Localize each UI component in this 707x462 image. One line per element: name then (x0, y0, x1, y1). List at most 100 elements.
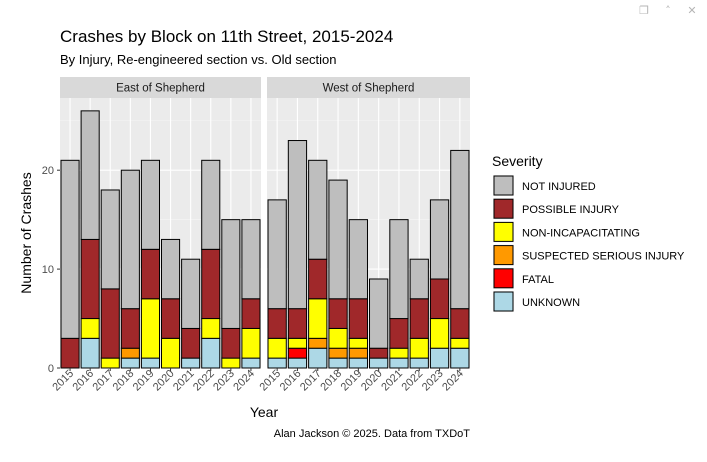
bar-segment-unknown (140, 357, 160, 369)
facet-panel-2: West of Shepherd 201520162017201820192020… (257, 77, 470, 393)
bar-segment-possible-injury (409, 298, 429, 339)
legend-label: FATAL (522, 274, 554, 286)
bar-segment-not-injured (389, 219, 409, 320)
facet-strip-label: East of Shepherd (116, 83, 205, 95)
bar-2024 (450, 149, 470, 369)
x-tick-label: 2020 (151, 368, 177, 394)
bar-2022 (201, 159, 221, 369)
bar-segment-unknown (201, 337, 221, 369)
bar-2015 (60, 159, 80, 369)
x-tick-label: 2019 (339, 368, 365, 394)
bar-segment-unknown (241, 357, 261, 369)
bar-segment-unknown (267, 357, 287, 369)
bar-segment-non-incapacitating (80, 318, 100, 339)
bar-segment-unknown (120, 357, 140, 369)
bar-2022 (409, 258, 429, 369)
x-tick-label: 2017 (298, 368, 324, 394)
bar-segment-non-incapacitating (287, 337, 308, 349)
bar-segment-unknown (348, 357, 368, 369)
x-tick-label: 2023 (211, 368, 237, 394)
bar-segment-not-injured (80, 110, 100, 240)
bar-segment-unknown (308, 347, 328, 369)
copy-icon[interactable]: ❐ (639, 4, 649, 17)
chart-caption: Alan Jackson © 2025. Data from TXDoT (274, 428, 470, 440)
chart-subtitle: By Injury, Re-engineered section vs. Old… (60, 52, 337, 67)
x-tick-label: 2024 (440, 368, 466, 394)
y-tick-label: 0 (48, 363, 54, 375)
bar-segment-non-incapacitating (201, 318, 221, 339)
legend-key (493, 245, 514, 266)
bar-2019 (140, 159, 160, 369)
bar-2016 (287, 140, 308, 369)
bar-segment-possible-injury (120, 308, 140, 349)
bar-segment-possible-injury (267, 308, 287, 339)
bar-segment-not-injured (181, 258, 201, 329)
legend-label: UNKNOWN (522, 297, 580, 309)
bar-segment-not-injured (409, 258, 429, 300)
bar-segment-non-incapacitating (140, 298, 160, 359)
bar-segment-not-injured (100, 189, 120, 290)
bar-segment-non-incapacitating (389, 347, 409, 359)
y-tick-label: 20 (42, 165, 54, 177)
bar-segment-non-incapacitating (348, 337, 368, 349)
bar-2023 (429, 199, 450, 369)
bar-segment-not-injured (201, 159, 221, 250)
bar-segment-unknown (369, 357, 389, 369)
legend-key (493, 268, 514, 289)
x-tick-label: 2018 (318, 368, 344, 394)
bar-2023 (221, 219, 241, 369)
x-tick-label: 2015 (50, 368, 76, 394)
bar-2021 (181, 258, 201, 369)
bar-segment-not-injured (348, 219, 368, 300)
collapse-up-icon[interactable]: ˄ (665, 4, 671, 17)
x-tick-label: 2022 (191, 368, 217, 394)
bar-2024 (241, 219, 261, 369)
bar-segment-possible-injury (369, 347, 389, 359)
legend: Severity NOT INJURED POSSIBLE INJURY NON-I… (492, 153, 685, 312)
bar-segment-possible-injury (389, 318, 409, 349)
legend-entry: SUSPECTED SERIOUS INJURY (493, 244, 685, 266)
bar-segment-possible-injury (140, 248, 160, 300)
legend-entry: POSSIBLE INJURY (493, 198, 620, 220)
bar-segment-possible-injury (181, 327, 201, 359)
x-tick-label: 2021 (379, 368, 405, 394)
bar-segment-unknown (450, 347, 470, 369)
bar-segment-possible-injury (80, 238, 100, 320)
bar-segment-suspected-serious-injury (308, 337, 328, 349)
bar-segment-non-incapacitating (429, 318, 450, 349)
bar-segment-possible-injury (60, 337, 80, 369)
close-icon[interactable]: ✕ (687, 4, 697, 17)
facet-strip-label: West of Shepherd (323, 83, 415, 95)
bar-segment-suspected-serious-injury (120, 347, 140, 359)
x-tick-label: 2019 (131, 368, 157, 394)
bar-segment-possible-injury (328, 298, 348, 329)
x-tick-label: 2016 (70, 368, 96, 394)
bar-2015 (267, 199, 287, 369)
legend-entry: NON-INCAPACITATING (493, 221, 640, 243)
bar-2020 (161, 238, 181, 369)
bar-segment-non-incapacitating (328, 327, 348, 349)
bar-segment-possible-injury (429, 278, 450, 320)
bar-segment-unknown (389, 357, 409, 369)
legend-entry: FATAL (493, 267, 554, 289)
bar-segment-not-injured (450, 149, 470, 310)
bar-segment-unknown (429, 347, 450, 369)
chart-title: Crashes by Block on 11th Street, 2015-20… (60, 27, 393, 46)
bar-segment-not-injured (161, 238, 181, 300)
bar-segment-suspected-serious-injury (328, 347, 348, 359)
legend-label: SUSPECTED SERIOUS INJURY (522, 251, 685, 263)
legend-key (493, 291, 514, 312)
bar-segment-not-injured (429, 199, 450, 280)
x-tick-label: 2021 (171, 368, 197, 394)
bar-segment-non-incapacitating (241, 327, 261, 359)
bar-segment-not-injured (369, 278, 389, 349)
x-tick-label: 2024 (231, 368, 257, 394)
bar-segment-unknown (287, 357, 308, 369)
bar-segment-possible-injury (308, 258, 328, 300)
y-axis-label: Number of Crashes (18, 172, 34, 293)
bar-segment-non-incapacitating (409, 337, 429, 359)
legend-key (493, 175, 514, 196)
bar-segment-unknown (328, 357, 348, 369)
bar-segment-non-incapacitating (308, 298, 328, 339)
